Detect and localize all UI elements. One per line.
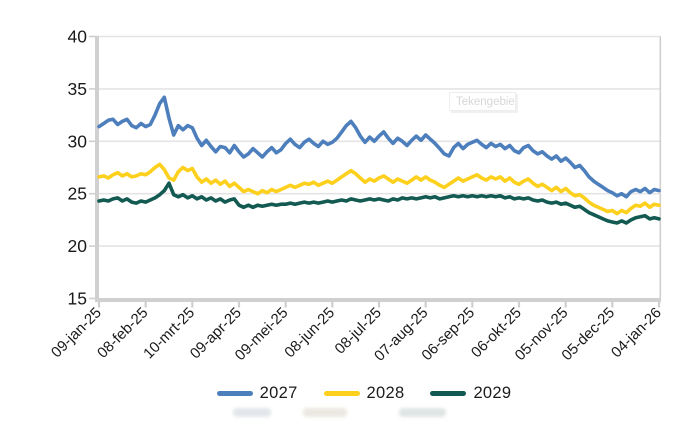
y-axis-label: 25 [68,184,87,204]
legend-label-2029: 2029 [473,384,512,402]
legend-reflection-2 [303,408,347,417]
series-line-2027 [97,95,661,199]
series-line-2029 [97,181,661,225]
legend-label-2027: 2027 [259,384,298,402]
legend-swatch-2027 [216,391,253,396]
x-axis-label: 08-jun-25 [281,304,338,361]
legend-reflection-1 [233,408,271,417]
series-line-2028 [97,162,661,216]
y-axis-label: 15 [68,289,87,309]
y-axis-label: 30 [68,131,88,151]
y-axis-label: 35 [68,79,87,99]
x-axis-label: 04-jan-26 [608,304,665,361]
legend-label-2028: 2028 [366,384,405,402]
legend-item-2027: 2027 [216,384,298,403]
legend: 2027 2028 2029 [14,384,700,403]
legend-item-2028: 2028 [323,384,405,403]
y-axis-label: 40 [68,27,88,47]
legend-swatch-2028 [323,391,360,396]
y-axis-label: 20 [68,236,88,256]
watermark-tekengebied: Tekengebied [449,92,516,111]
legend-reflection-3 [399,408,446,417]
legend-item-2029: 2029 [430,384,511,403]
legend-swatch-2029 [430,391,467,396]
